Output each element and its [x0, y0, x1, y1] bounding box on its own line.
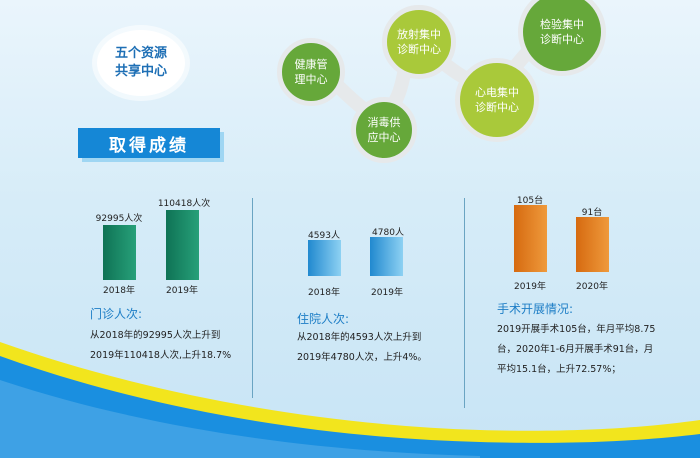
inpatient-value-2019: 4780人 [372, 228, 404, 238]
resource-center-badge: 五个资源 共享中心 [97, 30, 185, 96]
outpatient-text-line2: 2019年110418人次,上升18.7% [90, 350, 232, 361]
disinfection-center-line1: 消毒供 [367, 116, 401, 129]
health-management-center: 健康管 理中心 [277, 38, 345, 106]
surgery-year-2019: 2019年 [514, 282, 546, 292]
ecg-center-line1: 心电集中 [475, 86, 519, 99]
laboratory-center: 检验集中 诊断中心 [518, 0, 606, 76]
radiology-center-line1: 放射集中 [397, 28, 441, 41]
outpatient-value-2019: 110418人次 [157, 199, 211, 209]
inpatient-value-2018: 4593人 [308, 231, 340, 241]
outpatient-value-2018: 92995人次 [95, 214, 143, 224]
health-center-line2: 理中心 [294, 73, 328, 86]
divider-right [464, 198, 465, 408]
surgery-year-2020: 2020年 [576, 282, 608, 292]
surgery-text-line3: 平均15.1台，上升72.57%； [497, 364, 621, 375]
outpatient-heading: 门诊人次: [90, 307, 143, 321]
outpatient-year-2019: 2019年 [166, 286, 198, 296]
inpatient-heading: 住院人次: [297, 312, 350, 326]
divider-left [252, 198, 253, 398]
outpatient-text-line1: 从2018年的92995人次上升到 [90, 330, 221, 341]
inpatient-bar-2019 [370, 237, 403, 276]
surgery-bar-2020 [576, 217, 609, 272]
achievements-title: 取得成绩 [78, 128, 220, 158]
badge-line2: 共享中心 [114, 64, 167, 79]
inpatient-year-2019: 2019年 [371, 288, 403, 298]
outpatient-bar-2018 [103, 225, 136, 280]
health-center-line1: 健康管 [294, 58, 328, 71]
badge-line1: 五个资源 [114, 46, 167, 61]
surgery-heading: 手术开展情况: [497, 302, 574, 316]
ecg-center-line2: 诊断中心 [475, 101, 519, 114]
inpatient-description: 从2018年的4593人次上升到 2019年4780人次，上升4%。 [297, 328, 427, 368]
wave-blue-light [0, 380, 480, 458]
outpatient-year-2018: 2018年 [103, 286, 135, 296]
surgery-text-line1: 2019开展手术105台，年月平均8.75 [497, 324, 656, 335]
surgery-bar-2019 [514, 205, 547, 272]
disinfection-center: 消毒供 应中心 [351, 97, 417, 163]
inpatient-text-line2: 2019年4780人次，上升4%。 [297, 352, 427, 363]
lab-center-line2: 诊断中心 [540, 33, 584, 46]
inpatient-year-2018: 2018年 [308, 288, 340, 298]
ecg-center: 心电集中 诊断中心 [455, 58, 539, 142]
surgery-text-line2: 台，2020年1-6月开展手术91台，月 [497, 344, 654, 355]
radiology-center: 放射集中 诊断中心 [382, 5, 456, 79]
outpatient-bar-2019 [166, 210, 199, 280]
lab-center-line1: 检验集中 [540, 18, 584, 31]
surgery-value-2019: 105台 [516, 196, 544, 206]
inpatient-bar-2018 [308, 240, 341, 276]
surgery-value-2020: 91台 [581, 208, 603, 218]
disinfection-center-line2: 应中心 [367, 131, 401, 144]
inpatient-text-line1: 从2018年的4593人次上升到 [297, 332, 422, 343]
radiology-center-line2: 诊断中心 [397, 43, 441, 56]
outpatient-description: 从2018年的92995人次上升到 2019年110418人次,上升18.7% [90, 326, 231, 366]
surgery-description: 2019开展手术105台，年月平均8.75 台，2020年1-6月开展手术91台… [497, 320, 655, 380]
